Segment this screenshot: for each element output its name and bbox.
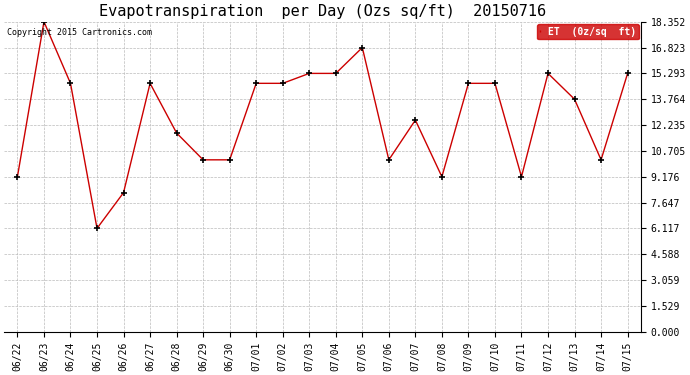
Text: Copyright 2015 Cartronics.com: Copyright 2015 Cartronics.com: [8, 28, 152, 37]
Title: Evapotranspiration  per Day (Ozs sq/ft)  20150716: Evapotranspiration per Day (Ozs sq/ft) 2…: [99, 4, 546, 19]
Legend: ET  (0z/sq  ft): ET (0z/sq ft): [538, 24, 639, 39]
